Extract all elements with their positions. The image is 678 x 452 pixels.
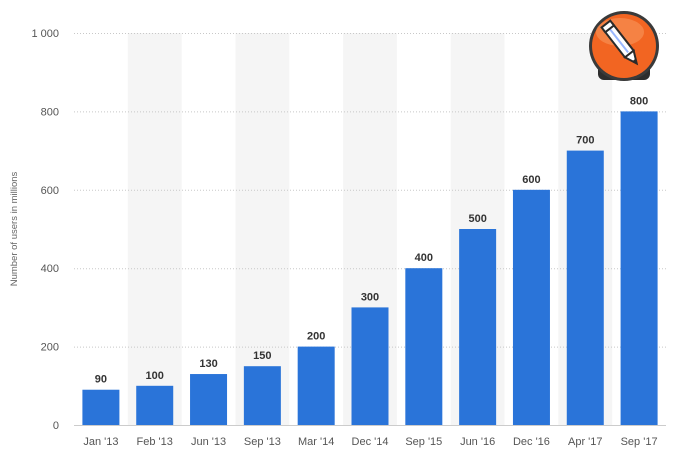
y-tick-label: 200 (41, 342, 59, 354)
x-tick-label: Sep '13 (244, 436, 281, 448)
bars (82, 111, 658, 426)
data-label: 600 (522, 174, 540, 186)
x-tick-label: Jun '13 (191, 436, 226, 448)
background-band (235, 33, 290, 425)
x-tick-label: Jun '16 (460, 436, 495, 448)
bar (243, 366, 281, 425)
x-tick-label: Jan '13 (83, 436, 118, 448)
x-tick-label: Mar '14 (298, 436, 334, 448)
background-band (127, 33, 182, 425)
data-label: 100 (146, 370, 164, 382)
x-tick-label: Sep '17 (621, 436, 658, 448)
data-label: 130 (199, 358, 217, 370)
data-label: 700 (576, 135, 594, 147)
logo[interactable] (586, 10, 662, 84)
y-axis-title: Number of users in millions (9, 171, 20, 286)
x-tick-label: Dec '16 (513, 436, 550, 448)
bar (405, 268, 443, 425)
bar (620, 111, 658, 426)
data-label: 200 (307, 331, 325, 343)
bar (136, 385, 174, 425)
y-tick-label: 600 (41, 185, 59, 197)
data-label: 90 (95, 374, 107, 386)
y-tick-label: 0 (53, 420, 59, 432)
data-labels: 90 100 130 150 200 300 400 500 600 700 800 (95, 95, 648, 385)
data-label: 300 (361, 291, 379, 303)
bar (297, 346, 335, 425)
data-label: 150 (253, 350, 271, 362)
x-tick-label: Apr '17 (568, 436, 603, 448)
y-tick-label: 800 (41, 106, 59, 118)
bar (82, 389, 120, 425)
bar (459, 229, 497, 425)
data-label: 500 (468, 213, 486, 225)
bar (512, 189, 550, 425)
x-axis-ticks: Jan '13 Feb '13 Jun '13 Sep '13 Mar '14 Dec '… (83, 436, 657, 448)
bar (566, 150, 604, 425)
y-axis-ticks: 0 200 400 600 800 1 000 (31, 28, 59, 432)
pencil-edit-icon (589, 11, 659, 81)
y-tick-label: 1 000 (31, 28, 59, 40)
x-tick-label: Dec '14 (352, 436, 389, 448)
x-tick-label: Feb '13 (137, 436, 173, 448)
x-tick-label: Sep '15 (405, 436, 442, 448)
data-label: 800 (630, 95, 648, 107)
bar (351, 307, 389, 425)
data-label: 400 (415, 252, 433, 264)
bar (190, 374, 228, 425)
y-tick-label: 400 (41, 263, 59, 275)
